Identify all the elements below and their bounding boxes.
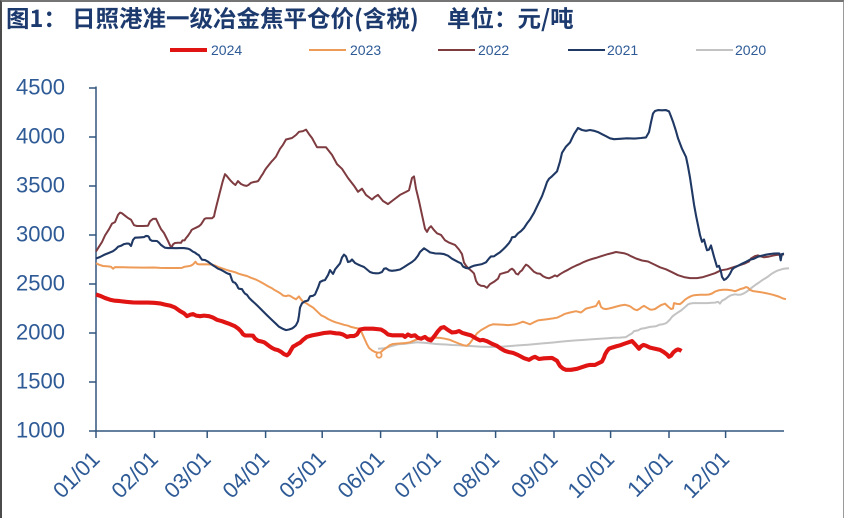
svg-text:3000: 3000 <box>16 222 65 247</box>
svg-text:2024: 2024 <box>211 42 242 58</box>
svg-text:05/01: 05/01 <box>274 446 331 503</box>
svg-text:4000: 4000 <box>16 124 65 149</box>
svg-text:3500: 3500 <box>16 173 65 198</box>
svg-text:02/01: 02/01 <box>106 446 163 503</box>
svg-text:11/01: 11/01 <box>622 446 677 501</box>
svg-text:2022: 2022 <box>478 42 509 58</box>
svg-text:12/01: 12/01 <box>678 446 735 503</box>
svg-text:09/01: 09/01 <box>506 446 563 503</box>
svg-text:4500: 4500 <box>16 75 65 100</box>
svg-text:06/01: 06/01 <box>333 446 390 503</box>
svg-text:03/01: 03/01 <box>159 446 216 503</box>
svg-text:1500: 1500 <box>16 369 65 394</box>
svg-text:2023: 2023 <box>350 42 381 58</box>
svg-text:04/01: 04/01 <box>218 446 275 503</box>
svg-text:2000: 2000 <box>16 320 65 345</box>
svg-text:2020: 2020 <box>735 42 766 58</box>
svg-text:10/01: 10/01 <box>563 446 620 503</box>
svg-text:08/01: 08/01 <box>448 446 505 503</box>
svg-text:2500: 2500 <box>16 271 65 296</box>
svg-text:2021: 2021 <box>607 42 638 58</box>
svg-text:01/01: 01/01 <box>48 446 105 503</box>
svg-text:1000: 1000 <box>16 418 65 443</box>
svg-text:07/01: 07/01 <box>389 446 446 503</box>
